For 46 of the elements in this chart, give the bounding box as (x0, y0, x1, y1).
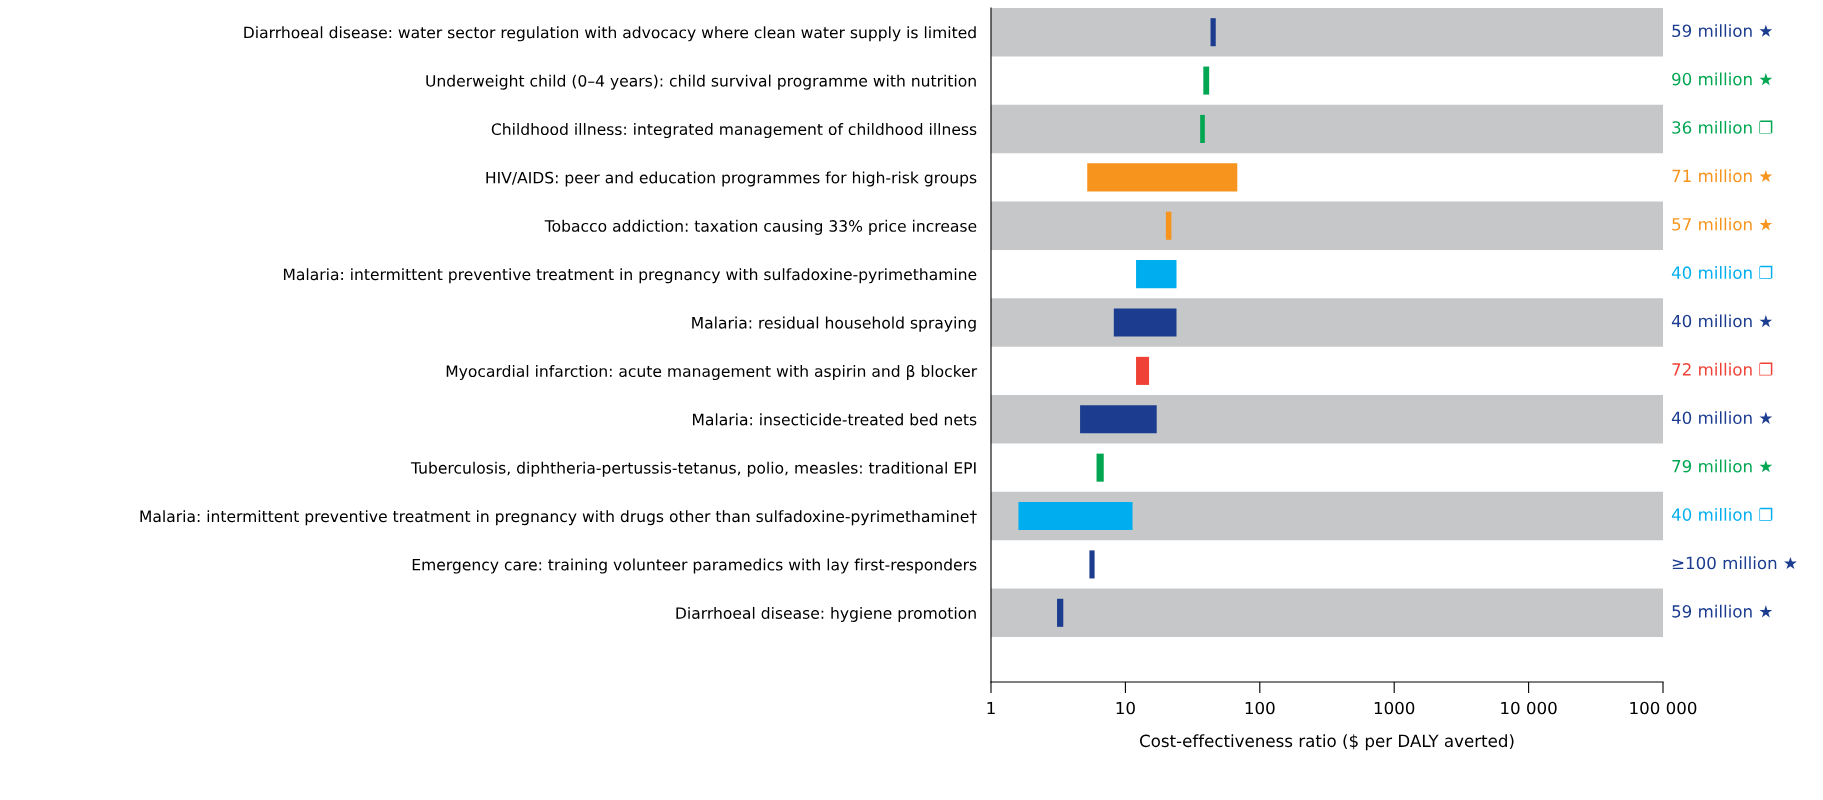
bar (1057, 598, 1064, 627)
text: 40 million ★ (1671, 314, 1773, 328)
text: 71 million ★ (1672, 169, 1773, 183)
x-tick-label: 10 (1116, 701, 1135, 715)
bar (1080, 405, 1157, 434)
text: ≥100 million ★ (1672, 556, 1797, 570)
bar (1210, 18, 1216, 47)
x-tick-label: 1000 (1374, 701, 1415, 715)
y-tick-label: Tobacco addiction: taxation causing 33% price increase (544, 219, 977, 235)
y-tick-label: HIV/AIDS: peer and education programmes for high-risk groups (486, 171, 977, 187)
bar (1113, 308, 1177, 337)
y-tick-label: Malaria: intermittent preventive treatment in pregnancy with drugs other than sulfadoxine-pyrimethamine† (140, 510, 977, 526)
bar (1165, 211, 1172, 240)
bar (1136, 356, 1150, 385)
text: 40 million ★ (1671, 411, 1773, 425)
text: 40 million ❐ (1671, 507, 1773, 521)
text: 59 million ★ (1672, 24, 1773, 38)
y-tick-label: Diarrhoeal disease: water sector regulation with advocacy where clean water supply is limited (244, 26, 976, 42)
y-tick-label: Diarrhoeal disease: hygiene promotion (676, 606, 976, 622)
x-axis-title: Cost-effectiveness ratio ($ per DALY averted) (1139, 734, 1514, 751)
text: 36 million ❐ (1672, 120, 1773, 134)
bar (1203, 66, 1210, 95)
y-tick-label: Malaria: intermittent preventive treatment in pregnancy with sulfadoxine-pyrimethamine (283, 268, 977, 284)
bar (1087, 163, 1238, 192)
y-tick-label: Tuberculosis, diphtheria-pertussis-tetanus, polio, measles: traditional EPI (410, 461, 976, 477)
x-tick-label: 100 000 (1630, 701, 1697, 715)
x-tick-label: 100 (1245, 701, 1275, 715)
y-tick-label: Myocardial infarction: acute management with aspirin and β blocker (446, 364, 978, 381)
bar (1096, 453, 1104, 482)
text: 90 million ★ (1672, 72, 1773, 86)
text: 72 million ❐ (1672, 362, 1773, 376)
text: 79 million ★ (1672, 459, 1773, 473)
y-tick-label: Malaria: insecticide-treated bed nets (693, 413, 977, 426)
y-tick-label: Emergency care: training volunteer paramedics with lay first-responders (412, 558, 977, 574)
bar (1018, 502, 1133, 531)
y-tick-label: Malaria: residual household spraying (692, 316, 976, 332)
text: 40 million ❐ (1671, 265, 1773, 279)
bar (1200, 114, 1205, 143)
bar (1136, 260, 1177, 289)
bar (1089, 550, 1095, 579)
x-tick-label: 1 (987, 701, 995, 715)
y-tick-label: Underweight child (0–4 years): child survival programme with nutrition (426, 74, 976, 90)
text: 59 million ★ (1672, 604, 1773, 618)
x-tick-label: 10 000 (1501, 701, 1557, 715)
text: 57 million ★ (1672, 217, 1773, 231)
y-tick-label: Childhood illness: integrated management of childhood illness (491, 123, 977, 139)
